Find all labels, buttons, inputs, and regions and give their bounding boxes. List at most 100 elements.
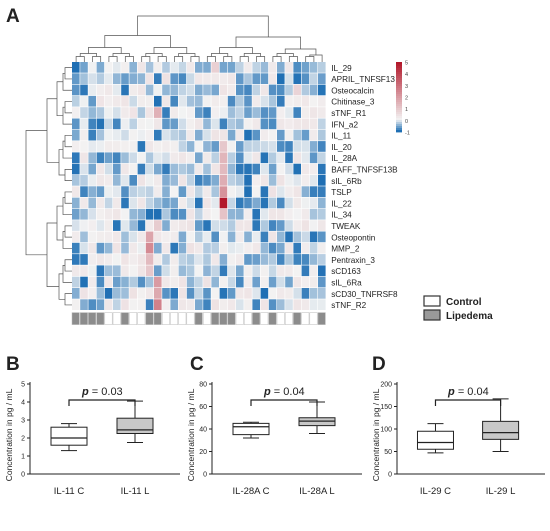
- heatmap-cell: [252, 175, 260, 186]
- colorbar-segment: [396, 124, 402, 127]
- heatmap-cell: [178, 95, 187, 107]
- heatmap-cell: [195, 220, 203, 231]
- heatmap-cell: [80, 265, 88, 277]
- heatmap-cell: [219, 186, 228, 197]
- heatmap-cell: [301, 197, 310, 209]
- heatmap-cell: [72, 265, 80, 277]
- column-dendrogram-branch: [206, 56, 216, 62]
- heatmap-cell: [301, 95, 310, 107]
- heatmap-cell: [244, 84, 252, 96]
- heatmap-cell: [268, 84, 277, 96]
- heatmap-cell: [260, 276, 269, 288]
- colorbar-segment: [396, 80, 402, 83]
- heatmap-cell: [301, 299, 310, 310]
- heatmap-cell: [129, 186, 137, 197]
- heatmap-cell: [121, 197, 129, 209]
- significance-bracket: [68, 399, 136, 406]
- heatmap-cell: [129, 73, 137, 84]
- heatmap-cell: [260, 220, 269, 231]
- heatmap-cell: [260, 62, 269, 73]
- heatmap-cell: [309, 73, 318, 84]
- heatmap-cell: [137, 197, 146, 209]
- heatmap-cell: [121, 288, 129, 299]
- heatmap-cell: [72, 220, 80, 231]
- x-category-label: IL-28A C: [233, 486, 270, 497]
- heatmap-cell: [104, 152, 113, 164]
- heatmap-cell: [121, 107, 129, 118]
- heatmap-cell: [285, 73, 293, 84]
- heatmap-cell: [88, 208, 96, 220]
- heatmap-cell: [113, 220, 121, 231]
- heatmap-cell: [121, 141, 129, 152]
- heatmap-cell: [88, 107, 96, 118]
- heatmap-cell: [129, 62, 137, 73]
- heatmap-cell: [145, 288, 154, 299]
- heatmap-cell: [203, 254, 211, 265]
- heatmap-cell: [244, 220, 252, 231]
- colorbar-segment: [396, 108, 402, 111]
- heatmap-cell: [195, 129, 203, 141]
- heatmap-cell: [195, 265, 203, 277]
- y-axis-title: Concentration in pg / mL: [4, 388, 14, 481]
- row-dendrogram-branch: [62, 265, 72, 283]
- heatmap-row-label: sIL_6Rb: [331, 177, 362, 186]
- heatmap-cell: [293, 152, 301, 164]
- heatmap-cell: [178, 231, 187, 243]
- heatmap-cell: [88, 129, 96, 141]
- heatmap-cell: [236, 129, 244, 141]
- heatmap-cell: [219, 208, 228, 220]
- heatmap-cell: [170, 152, 178, 164]
- heatmap-cell: [170, 84, 178, 96]
- heatmap-cell: [227, 107, 236, 118]
- heatmap-cell: [72, 186, 80, 197]
- heatmap-cell: [268, 129, 277, 141]
- heatmap-cell: [277, 163, 285, 175]
- heatmap-cell: [260, 265, 269, 277]
- column-dendrogram-branch: [79, 53, 97, 57]
- p-value: = 0.04: [455, 386, 489, 398]
- heatmap-cell: [121, 175, 129, 186]
- heatmap-cell: [293, 254, 301, 265]
- y-tick-label: 0: [203, 472, 207, 479]
- heatmap-cell: [195, 141, 203, 152]
- heatmap-cell: [252, 107, 260, 118]
- heatmap-cell: [318, 197, 326, 209]
- colorbar-segment: [396, 128, 402, 131]
- heatmap-row-label: sIL_6Ra: [331, 279, 362, 288]
- heatmap-cell: [285, 62, 293, 73]
- heatmap-cell: [186, 265, 195, 277]
- heatmap-cell: [268, 163, 277, 175]
- heatmap-cell: [277, 288, 285, 299]
- heatmap-cell: [96, 265, 105, 277]
- heatmap-cell: [178, 129, 187, 141]
- heatmap-cell: [293, 84, 301, 96]
- row-dendrogram-branch: [62, 72, 72, 91]
- heatmap-cell: [129, 220, 137, 231]
- group-bar-cell: [161, 312, 170, 325]
- heatmap-cell: [227, 62, 236, 73]
- heatmap-cell: [104, 175, 113, 186]
- colorbar-tick-label: 5: [405, 61, 408, 67]
- colorbar-tick-label: 1: [405, 107, 408, 113]
- heatmap-cell: [162, 186, 170, 197]
- heatmap-cell: [211, 220, 219, 231]
- heatmap-cell: [211, 118, 219, 130]
- colorbar-segment: [396, 112, 402, 115]
- heatmap-cell: [129, 242, 137, 254]
- group-bar-cell: [301, 312, 310, 325]
- heatmap-cell: [301, 175, 310, 186]
- heatmap-cell: [203, 129, 211, 141]
- heatmap-cell: [227, 208, 236, 220]
- heatmap-cell: [203, 163, 211, 175]
- group-bar-cell: [104, 312, 113, 325]
- heatmap-cell: [318, 141, 326, 152]
- heatmap-cell: [285, 84, 293, 96]
- group-bar-cell: [309, 312, 318, 325]
- heatmap-cell: [203, 175, 211, 186]
- heatmap-cell: [277, 152, 285, 164]
- heatmap: [72, 62, 326, 310]
- column-dendrogram-branch: [190, 56, 200, 62]
- heatmap-row-label: BAFF_TNFSF13B: [331, 166, 398, 175]
- heatmap-cell: [162, 197, 170, 209]
- heatmap-cell: [219, 197, 228, 209]
